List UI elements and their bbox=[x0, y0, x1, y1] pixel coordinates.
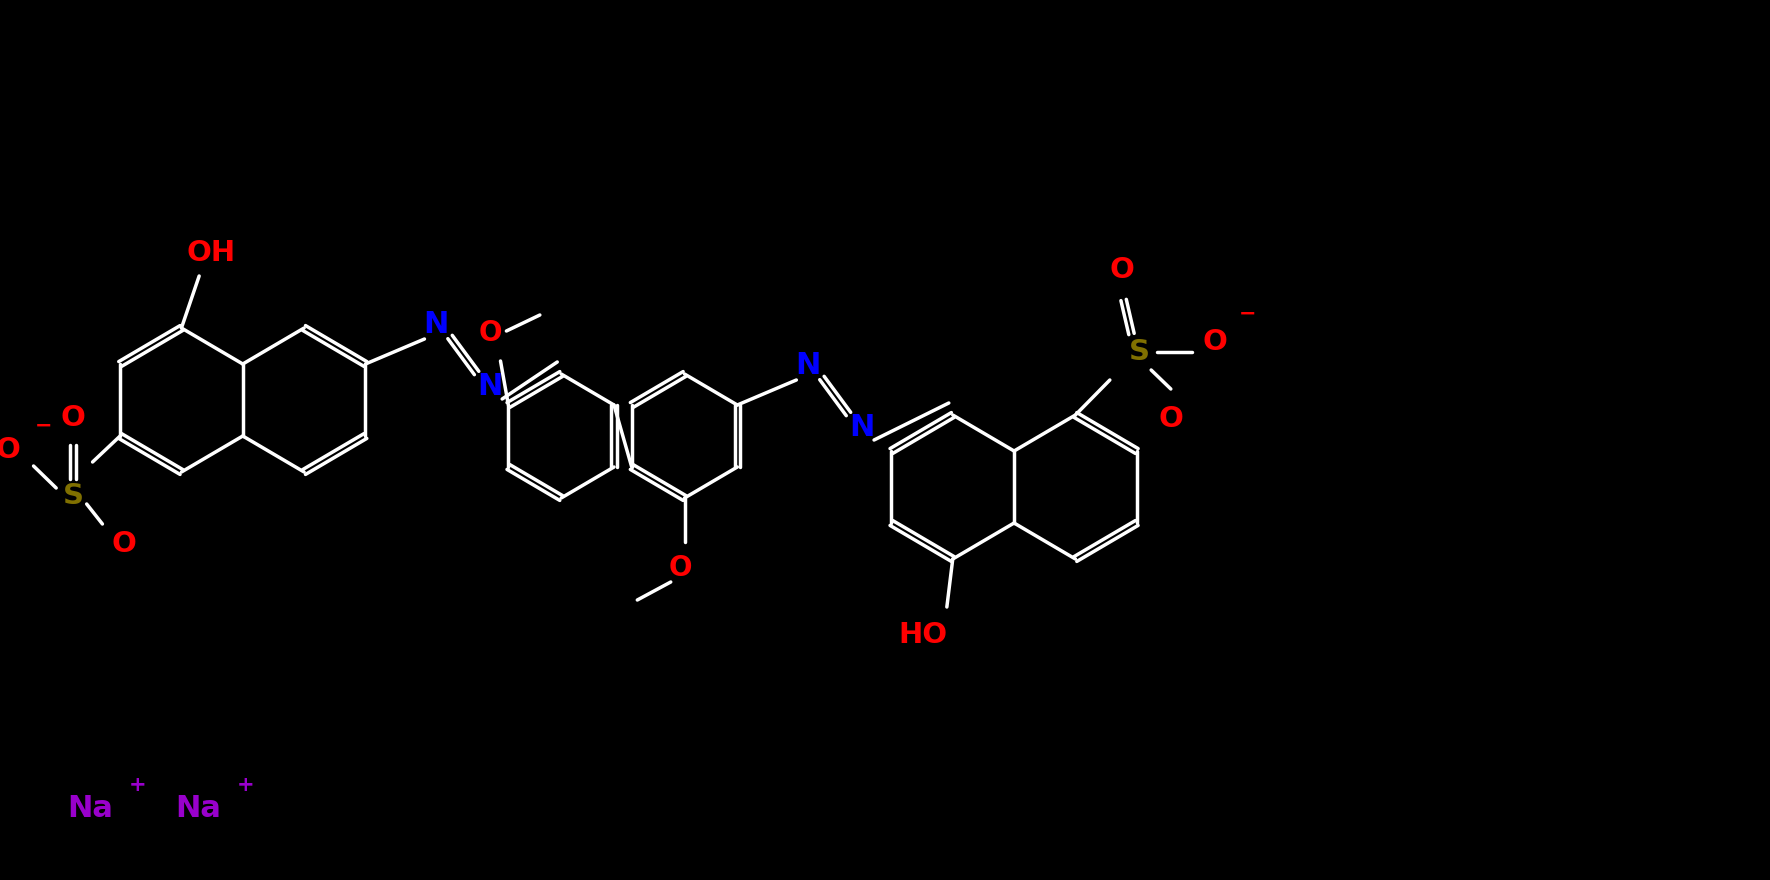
Text: N: N bbox=[850, 413, 874, 442]
Text: O: O bbox=[480, 319, 503, 347]
Text: O: O bbox=[1158, 405, 1184, 433]
Text: −: − bbox=[1239, 304, 1257, 324]
Text: Na: Na bbox=[67, 794, 113, 823]
Text: Na: Na bbox=[175, 794, 221, 823]
Text: −: − bbox=[35, 416, 51, 436]
Text: O: O bbox=[60, 404, 85, 432]
Text: N: N bbox=[423, 310, 450, 339]
Text: O: O bbox=[1202, 328, 1228, 356]
Text: S: S bbox=[1129, 338, 1150, 366]
Text: OH: OH bbox=[186, 239, 235, 267]
Text: +: + bbox=[237, 775, 255, 795]
Text: O: O bbox=[669, 554, 692, 582]
Text: S: S bbox=[62, 482, 83, 510]
Text: O: O bbox=[0, 436, 21, 464]
Text: N: N bbox=[795, 350, 821, 379]
Text: N: N bbox=[478, 371, 503, 400]
Text: O: O bbox=[112, 530, 136, 558]
Text: HO: HO bbox=[899, 621, 947, 649]
Text: +: + bbox=[129, 775, 145, 795]
Text: O: O bbox=[1110, 256, 1135, 284]
